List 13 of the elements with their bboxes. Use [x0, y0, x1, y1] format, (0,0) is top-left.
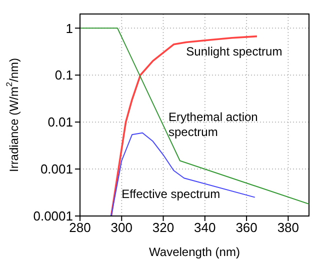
x-tick-label: 360 [236, 220, 258, 236]
x-tick-label: 340 [194, 220, 216, 236]
y-tick-label: 1 [66, 20, 73, 36]
x-axis-title: Wavelength (nm) [149, 245, 240, 259]
series-label: Erythemal action spectrum [168, 110, 258, 140]
series-label: Effective spectrum [122, 187, 220, 202]
series-label: Sunlight spectrum [186, 44, 282, 59]
x-tick-label: 300 [110, 220, 132, 236]
x-tick-label: 380 [277, 220, 300, 236]
y-tick-label: 0.01 [48, 114, 73, 130]
y-tick-label: 0.1 [54, 68, 73, 83]
x-tick-label: 320 [152, 220, 174, 236]
y-tick-label: 0.001 [40, 162, 73, 177]
